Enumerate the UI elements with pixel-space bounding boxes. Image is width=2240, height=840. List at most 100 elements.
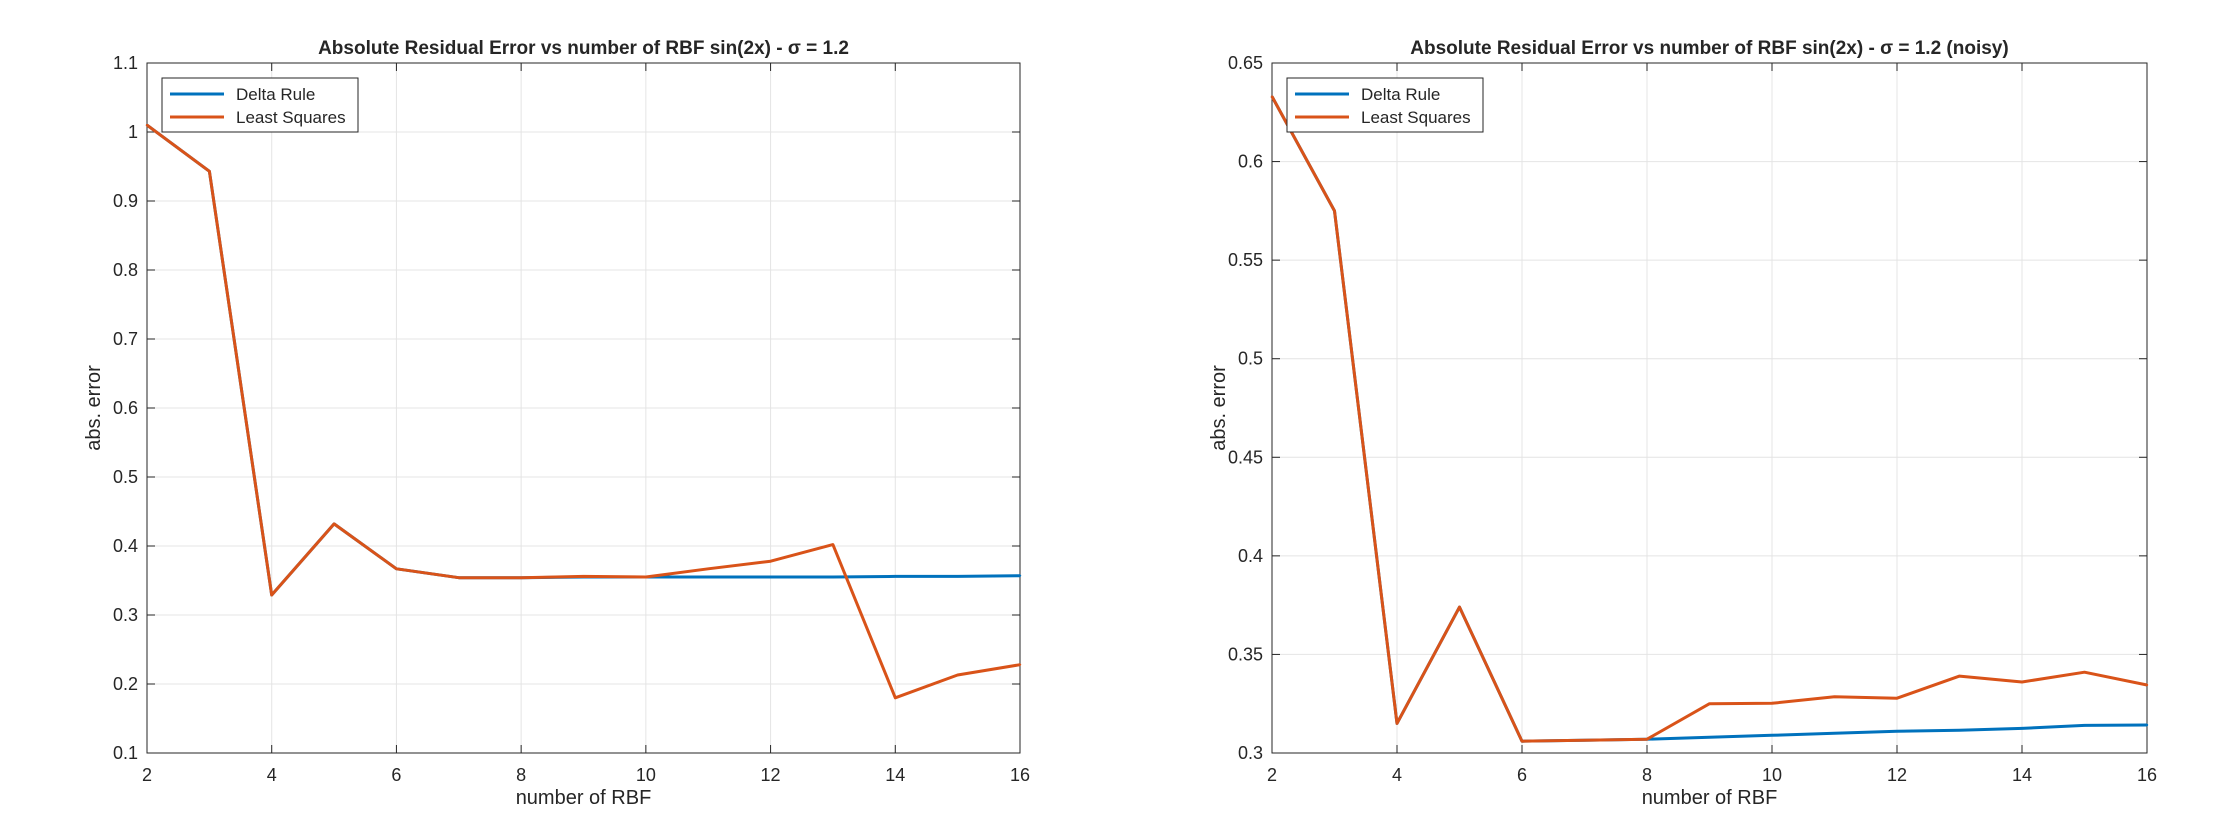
- data-point: [2083, 670, 2086, 674]
- data-point: [145, 123, 149, 127]
- x-tick-label: 14: [885, 765, 905, 785]
- y-tick-label: 1: [128, 122, 138, 142]
- data-point: [582, 575, 585, 578]
- data-point: [270, 593, 273, 597]
- x-tick-label: 2: [1267, 765, 1277, 785]
- y-tick-label: 0.35: [1228, 644, 1263, 664]
- legend-label: Delta Rule: [236, 85, 315, 104]
- y-tick-label: 0.4: [1238, 546, 1263, 566]
- chart-title: Absolute Residual Error vs number of RBF…: [1410, 38, 2008, 59]
- legend: Delta Rule Least Squares: [161, 77, 359, 133]
- y-tick-label: 0.5: [1238, 349, 1263, 369]
- data-point: [1708, 736, 1711, 739]
- x-tick-label: 16: [1010, 765, 1030, 785]
- data-point: [2020, 680, 2024, 684]
- y-tick-label: 0.6: [1238, 152, 1263, 172]
- data-point: [1770, 734, 1774, 737]
- data-point: [1895, 730, 1899, 733]
- grid-lines: [1272, 63, 2147, 753]
- data-point: [1333, 209, 1336, 213]
- x-tick-label: 6: [391, 765, 401, 785]
- axes-box: [1271, 62, 2148, 754]
- y-tick-label: 0.4: [113, 536, 138, 556]
- x-tick-label: 8: [1642, 765, 1652, 785]
- data-point: [1270, 95, 1274, 98]
- data-point: [2020, 727, 2024, 730]
- legend-label: Least Squares: [236, 108, 346, 127]
- plot-area: [1272, 63, 2147, 753]
- data-point: [395, 567, 398, 570]
- x-tick-label: 4: [1392, 765, 1402, 785]
- data-point: [208, 170, 211, 173]
- tick-marks: [146, 62, 1021, 754]
- x-tick-label: 10: [1762, 765, 1782, 785]
- data-point: [2083, 724, 2086, 727]
- x-tick-label: 8: [516, 765, 526, 785]
- y-axis-label: abs. error: [83, 365, 105, 451]
- data-point: [956, 575, 959, 578]
- data-point: [519, 576, 523, 579]
- data-point: [1018, 663, 1022, 666]
- data-point: [332, 522, 336, 526]
- grid-lines: [147, 63, 1020, 753]
- chart-title: Absolute Residual Error vs number of RBF…: [318, 38, 849, 59]
- series-least-squares: [1270, 95, 2149, 743]
- y-tick-label: 0.55: [1228, 250, 1263, 270]
- data-point: [707, 567, 710, 570]
- data-point: [1395, 722, 1399, 725]
- data-point: [1833, 732, 1836, 735]
- data-point: [707, 575, 710, 579]
- y-tick-label: 0.5: [113, 467, 138, 487]
- data-point: [1833, 695, 1836, 699]
- chart-1: 2 4 6 8 10 12 14 16 0.1 0.2 0.3 0.4 0.5 0.6 0.7 0.8 0.9 1…: [83, 38, 1030, 809]
- y-tick-label: 0.1: [113, 743, 138, 763]
- data-point: [1458, 605, 1461, 609]
- legend-label: Least Squares: [1361, 108, 1471, 127]
- data-point: [894, 696, 897, 699]
- data-point: [457, 576, 460, 579]
- y-tick-label: 0.8: [113, 260, 138, 280]
- data-point: [1958, 729, 1961, 732]
- data-point: [1708, 702, 1711, 705]
- data-point: [831, 575, 835, 579]
- legend-box: [161, 77, 359, 133]
- legend-label: Delta Rule: [1361, 85, 1440, 104]
- tick-marks: [1271, 62, 2148, 754]
- data-point: [2145, 723, 2149, 727]
- data-point: [956, 673, 959, 677]
- x-tick-label: 4: [267, 765, 277, 785]
- data-point: [1520, 739, 1524, 743]
- y-tick-label: 0.6: [113, 398, 138, 418]
- y-axis-label: abs. error: [1208, 365, 1230, 451]
- series-least-squares: [145, 123, 1022, 700]
- data-point: [1018, 574, 1022, 577]
- x-tick-label: 6: [1517, 765, 1527, 785]
- y-tick-label: 0.3: [113, 605, 138, 625]
- data-point: [1645, 738, 1649, 741]
- data-point: [831, 543, 835, 546]
- data-point: [769, 559, 772, 563]
- data-point: [2145, 683, 2149, 687]
- x-tick-label: 12: [761, 765, 781, 785]
- data-point: [1895, 696, 1899, 700]
- data-point: [1958, 674, 1961, 678]
- y-tick-label: 0.7: [113, 329, 138, 349]
- x-axis-label: number of RBF: [1642, 787, 1778, 809]
- y-tick-label: 0.2: [113, 674, 138, 694]
- data-point: [1583, 738, 1586, 742]
- data-point: [644, 575, 648, 579]
- legend: Delta Rule Least Squares: [1286, 77, 1484, 133]
- x-tick-label: 16: [2137, 765, 2157, 785]
- y-tick-label: 0.3: [1238, 743, 1263, 763]
- x-tick-label: 10: [636, 765, 656, 785]
- y-tick-label: 1.1: [113, 53, 138, 73]
- y-tick-label: 0.45: [1228, 447, 1263, 467]
- y-tick-label: 0.65: [1228, 53, 1263, 73]
- legend-box: [1286, 77, 1484, 133]
- chart-2: 2 4 6 8 10 12 14 16 0.3 0.35 0.4 0.45 0.5 0.55 0.6 0.65…: [1208, 38, 2157, 809]
- data-point: [769, 575, 772, 579]
- data-point: [1770, 702, 1774, 705]
- data-point: [894, 575, 897, 578]
- x-tick-label: 14: [2012, 765, 2032, 785]
